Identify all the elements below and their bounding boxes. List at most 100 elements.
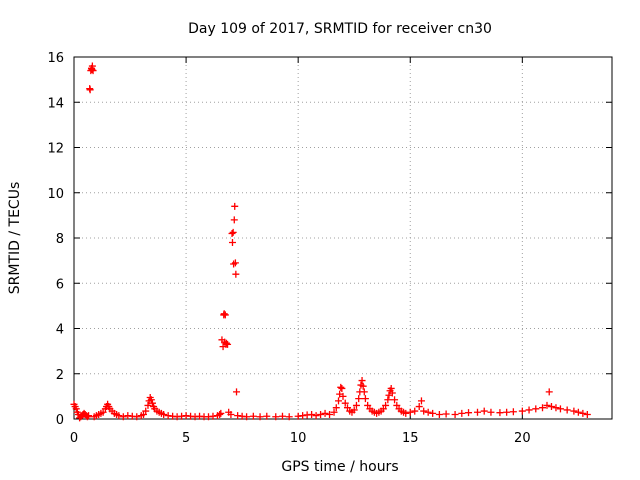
data-point — [231, 259, 239, 267]
data-point — [352, 401, 360, 409]
data-point — [228, 239, 236, 247]
y-tick-label: 14 — [47, 96, 64, 111]
data-point — [360, 388, 368, 396]
axis-ticks: 0 5 10 15 20 0 2 4 6 8 10 12 14 16 — [47, 51, 612, 446]
data-point — [182, 412, 190, 420]
data-point — [86, 86, 94, 94]
data-point — [249, 412, 257, 420]
data-point — [299, 412, 307, 420]
data-point — [525, 406, 533, 414]
data-point — [358, 377, 366, 385]
data-point — [230, 216, 238, 224]
y-tick-label: 2 — [56, 368, 64, 383]
data-point — [89, 67, 97, 75]
data-point — [465, 409, 473, 417]
data-point — [574, 408, 582, 416]
data-point — [337, 383, 345, 391]
data-point — [496, 409, 504, 417]
data-point — [545, 388, 553, 396]
data-point — [224, 340, 232, 348]
data-point — [88, 62, 96, 70]
data-point — [83, 413, 91, 421]
data-point — [474, 408, 481, 416]
data-point — [216, 410, 224, 418]
data-point — [382, 401, 390, 409]
data-point — [321, 409, 329, 417]
data-point — [178, 412, 186, 420]
data-point — [133, 413, 141, 421]
y-tick-label: 8 — [56, 232, 64, 247]
data-point — [326, 410, 334, 418]
data-point — [222, 339, 230, 347]
data-point — [487, 408, 495, 416]
data-point — [294, 412, 302, 420]
data-point — [361, 395, 369, 403]
data-point — [359, 382, 367, 390]
data-point — [451, 410, 459, 418]
data-point — [458, 409, 466, 417]
data-point — [233, 388, 241, 396]
data-point — [330, 408, 338, 416]
y-tick-label: 0 — [56, 413, 64, 428]
data-point — [209, 412, 217, 420]
data-point — [72, 405, 80, 413]
data-point — [583, 410, 591, 418]
y-tick-label: 4 — [56, 323, 64, 338]
x-tick-label: 15 — [402, 431, 419, 446]
data-point — [142, 407, 150, 415]
y-tick-label: 16 — [47, 51, 64, 66]
data-point — [480, 407, 488, 415]
data-point — [509, 408, 517, 416]
data-points — [70, 62, 591, 422]
x-tick-label: 20 — [514, 431, 531, 446]
data-point — [234, 412, 242, 420]
data-point — [220, 310, 228, 318]
data-point — [435, 410, 443, 418]
data-point — [317, 410, 325, 418]
data-point — [429, 409, 437, 417]
data-point — [341, 399, 349, 407]
x-tick-label: 5 — [182, 431, 190, 446]
data-point — [547, 403, 555, 411]
data-point — [144, 401, 152, 409]
data-point — [85, 412, 93, 420]
data-point — [387, 384, 395, 392]
data-point — [335, 397, 343, 405]
y-tick-label: 12 — [47, 142, 64, 157]
data-point — [164, 412, 172, 420]
data-point — [411, 407, 419, 415]
data-point — [243, 413, 251, 421]
data-point — [384, 396, 392, 404]
data-point — [160, 410, 168, 418]
data-point — [229, 228, 237, 236]
data-point — [339, 392, 347, 400]
data-point — [552, 404, 560, 412]
y-axis-label: SRMTID / TECUs — [7, 182, 23, 295]
data-point — [308, 410, 316, 418]
gridlines — [74, 57, 612, 419]
data-point — [391, 396, 399, 404]
data-point — [115, 412, 123, 420]
data-point — [338, 384, 346, 392]
data-point — [350, 406, 358, 414]
data-point — [503, 408, 511, 416]
data-point — [256, 413, 264, 421]
data-point — [232, 270, 240, 278]
data-point — [570, 407, 578, 415]
data-point — [543, 401, 551, 409]
data-point — [228, 229, 236, 237]
x-tick-label: 0 — [70, 431, 78, 446]
data-point — [119, 413, 127, 421]
data-point — [417, 397, 425, 405]
data-point — [263, 412, 271, 420]
data-point — [148, 399, 156, 407]
data-point — [230, 260, 238, 268]
data-point — [124, 412, 132, 420]
data-point — [424, 408, 432, 416]
data-point — [532, 405, 540, 413]
data-point — [563, 406, 571, 414]
data-point — [420, 407, 428, 415]
x-axis-label: GPS time / hours — [281, 459, 398, 475]
data-point — [221, 311, 229, 319]
x-tick-label: 10 — [290, 431, 307, 446]
